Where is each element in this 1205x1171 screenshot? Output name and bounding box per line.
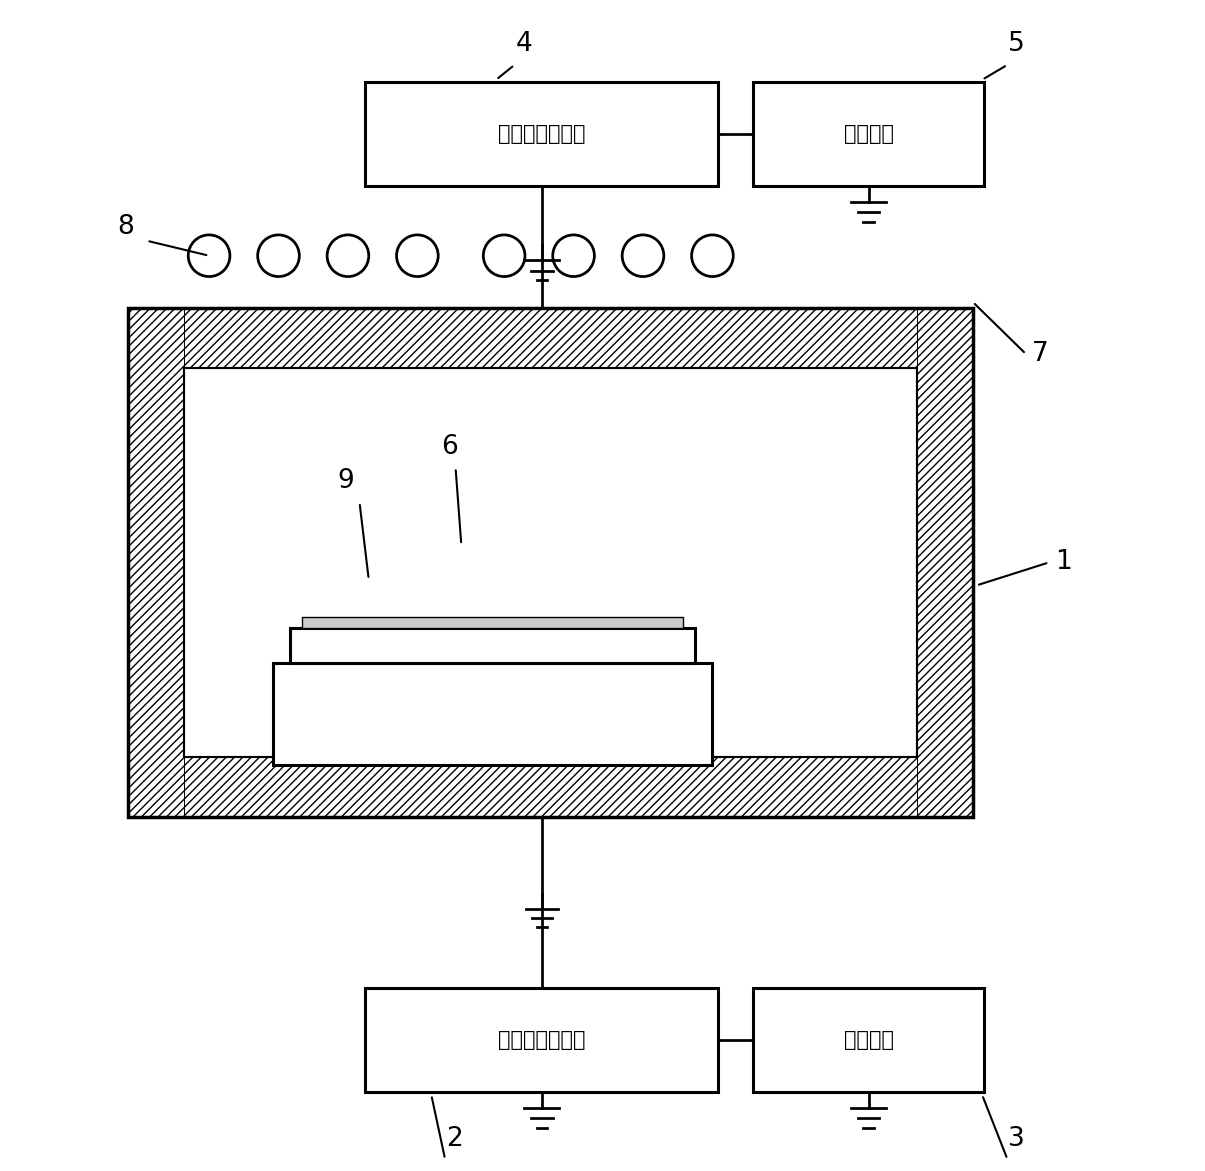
- Text: 高频电源: 高频电源: [844, 1030, 894, 1050]
- Text: 3: 3: [1009, 1125, 1025, 1151]
- Bar: [272, 663, 712, 765]
- Text: 低频电源: 低频电源: [844, 124, 894, 144]
- Text: 2: 2: [446, 1125, 463, 1151]
- Bar: [917, 308, 972, 817]
- Text: 6: 6: [441, 433, 458, 460]
- Bar: [128, 756, 972, 817]
- Bar: [290, 629, 695, 663]
- Text: 1: 1: [1054, 549, 1071, 575]
- Bar: [128, 308, 972, 368]
- Bar: [365, 988, 718, 1093]
- Bar: [301, 617, 683, 629]
- Text: 8: 8: [117, 214, 134, 240]
- Text: 4: 4: [516, 30, 533, 57]
- Bar: [128, 308, 183, 817]
- Text: 9: 9: [337, 468, 354, 494]
- Bar: [753, 82, 984, 186]
- Text: 第一阻抗匹配器: 第一阻抗匹配器: [498, 1030, 586, 1050]
- Text: 5: 5: [1009, 30, 1025, 57]
- Bar: [128, 308, 972, 817]
- Bar: [183, 368, 917, 756]
- Bar: [365, 82, 718, 186]
- Bar: [753, 988, 984, 1093]
- Text: 第二阻抗匹配器: 第二阻抗匹配器: [498, 124, 586, 144]
- Text: 7: 7: [1031, 341, 1048, 367]
